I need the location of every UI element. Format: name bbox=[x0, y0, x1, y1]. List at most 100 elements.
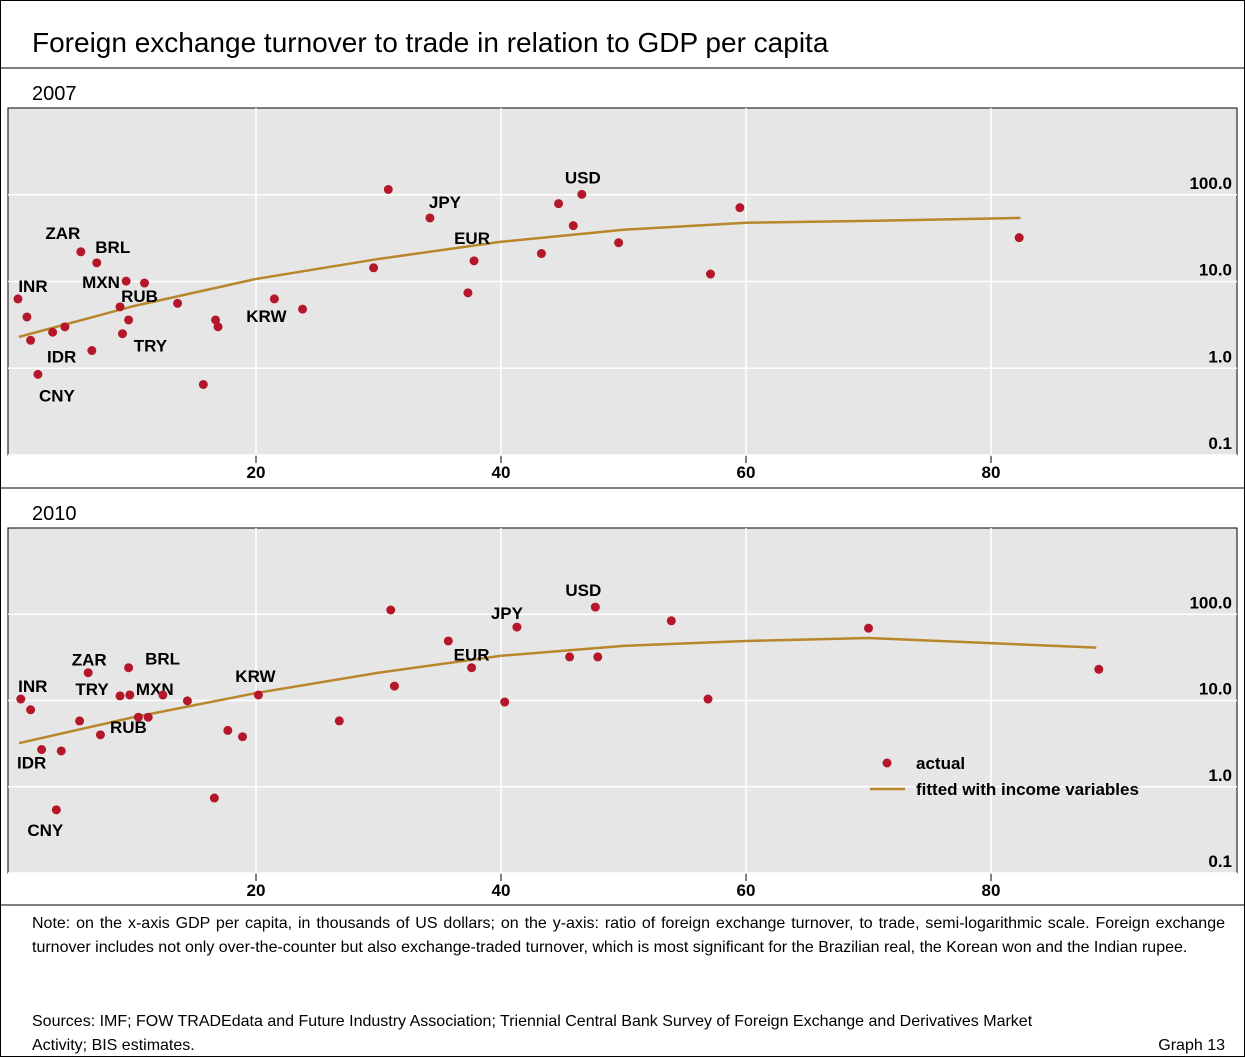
data-point bbox=[864, 623, 873, 633]
y-tick-label: 1.0 bbox=[1208, 347, 1232, 366]
data-point bbox=[666, 616, 676, 626]
point-label: EUR bbox=[454, 646, 490, 665]
point-label: CNY bbox=[27, 821, 64, 840]
data-point bbox=[703, 694, 713, 704]
legend-label: actual bbox=[916, 754, 965, 773]
data-point bbox=[614, 238, 624, 248]
data-point bbox=[253, 690, 263, 700]
data-point bbox=[238, 732, 248, 742]
point-label: ZAR bbox=[72, 651, 107, 670]
data-point bbox=[26, 705, 36, 715]
data-point bbox=[334, 716, 344, 726]
point-label: KRW bbox=[235, 667, 276, 686]
x-tick-label: 20 bbox=[247, 881, 266, 900]
point-label: INR bbox=[18, 677, 47, 696]
data-point bbox=[500, 697, 510, 707]
point-label: JPY bbox=[491, 604, 524, 623]
y-tick-label: 100.0 bbox=[1189, 593, 1232, 612]
point-label: MXN bbox=[136, 680, 174, 699]
x-tick-label: 40 bbox=[492, 881, 511, 900]
note: Note: on the x-axis GDP per capita, in t… bbox=[32, 915, 1225, 956]
data-point bbox=[213, 322, 223, 332]
data-point bbox=[125, 690, 135, 700]
y-tick-label: 0.1 bbox=[1208, 852, 1232, 871]
point-label: EUR bbox=[454, 229, 490, 248]
data-point bbox=[467, 663, 477, 673]
data-point bbox=[115, 691, 125, 701]
data-point bbox=[158, 690, 168, 700]
data-point bbox=[13, 294, 23, 304]
point-label: TRY bbox=[75, 680, 109, 699]
point-label: RUB bbox=[110, 718, 147, 737]
graph-label: Graph 13 bbox=[1158, 1037, 1225, 1054]
data-point bbox=[463, 288, 473, 298]
data-point bbox=[60, 322, 70, 332]
data-point bbox=[577, 189, 587, 199]
data-point bbox=[269, 294, 279, 304]
data-point bbox=[33, 369, 43, 379]
y-tick-label: 10.0 bbox=[1199, 261, 1232, 280]
data-point bbox=[92, 258, 102, 268]
data-point bbox=[26, 335, 36, 345]
point-label: IDR bbox=[47, 347, 76, 366]
panel-subtitle: 2007 bbox=[32, 83, 77, 105]
point-label: JPY bbox=[429, 193, 462, 212]
y-tick-label: 100.0 bbox=[1189, 174, 1232, 193]
point-label: CNY bbox=[39, 386, 76, 405]
data-point bbox=[121, 276, 131, 286]
data-point bbox=[133, 712, 143, 722]
data-point bbox=[173, 298, 183, 308]
data-point bbox=[22, 312, 32, 322]
data-point bbox=[140, 278, 150, 288]
data-point bbox=[389, 681, 399, 691]
x-tick-label: 80 bbox=[982, 463, 1001, 482]
data-point bbox=[1014, 233, 1024, 243]
data-point bbox=[124, 315, 134, 325]
point-label: BRL bbox=[145, 650, 180, 669]
point-label: TRY bbox=[134, 337, 168, 356]
point-label: ZAR bbox=[45, 224, 80, 243]
data-point bbox=[593, 652, 603, 662]
data-point bbox=[83, 668, 93, 678]
legend-label: fitted with income variables bbox=[916, 780, 1139, 799]
x-tick-label: 40 bbox=[492, 463, 511, 482]
point-label: IDR bbox=[17, 754, 46, 773]
data-point bbox=[298, 304, 308, 314]
data-point bbox=[386, 605, 396, 615]
data-point bbox=[512, 622, 522, 632]
point-label: USD bbox=[565, 168, 601, 187]
data-point bbox=[56, 746, 66, 756]
data-point bbox=[568, 221, 578, 231]
point-label: MXN bbox=[82, 273, 120, 292]
data-point bbox=[211, 315, 221, 325]
data-point bbox=[198, 379, 208, 389]
y-tick-label: 1.0 bbox=[1208, 766, 1232, 785]
data-point bbox=[75, 716, 85, 726]
data-point bbox=[536, 249, 546, 259]
data-point bbox=[469, 256, 479, 266]
data-point bbox=[182, 696, 192, 706]
y-tick-label: 0.1 bbox=[1208, 434, 1232, 453]
fitted-line bbox=[18, 216, 1021, 339]
data-point bbox=[590, 602, 600, 612]
data-point bbox=[124, 663, 134, 673]
data-point bbox=[115, 302, 125, 312]
data-point bbox=[37, 745, 47, 755]
data-point bbox=[223, 725, 233, 735]
data-point bbox=[735, 203, 745, 213]
point-label: USD bbox=[565, 581, 601, 600]
point-label: KRW bbox=[246, 307, 287, 326]
data-point bbox=[369, 263, 379, 273]
x-tick-label: 80 bbox=[982, 881, 1001, 900]
point-label: BRL bbox=[95, 238, 130, 257]
y-tick-label: 10.0 bbox=[1199, 680, 1232, 699]
data-point bbox=[425, 213, 435, 223]
data-point bbox=[16, 694, 26, 704]
x-tick-label: 60 bbox=[737, 881, 756, 900]
sources: Sources: IMF; FOW TRADEdata and Future I… bbox=[32, 1013, 1033, 1054]
point-label: INR bbox=[18, 277, 47, 296]
data-point bbox=[117, 329, 127, 339]
data-point bbox=[443, 636, 453, 646]
data-point bbox=[705, 269, 715, 279]
